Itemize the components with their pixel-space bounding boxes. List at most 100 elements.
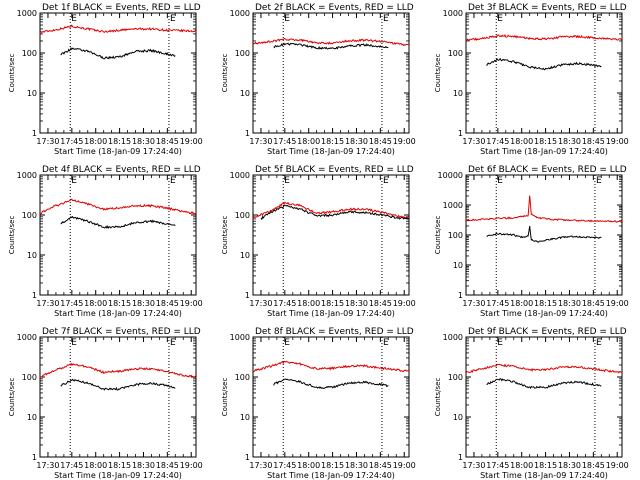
event-marker-label: E xyxy=(383,338,389,348)
chart-title: Det 8f BLACK = Events, RED = LLD xyxy=(255,327,414,337)
x-tick-label: 18:15 xyxy=(321,299,344,308)
x-tick-label: 18:30 xyxy=(132,461,155,470)
plot-frame xyxy=(39,174,197,296)
chart-title: Det 9f BLACK = Events, RED = LLD xyxy=(468,327,627,337)
events-series-line xyxy=(486,225,602,243)
y-axis-label: Counts/sec xyxy=(221,54,229,93)
x-tick-label: 18:15 xyxy=(321,137,344,146)
y-tick-label: 1 xyxy=(32,453,37,462)
chart-panel: Det 1f BLACK = Events, RED = LLD 1 10 100 10… xyxy=(8,3,203,156)
event-marker-label: E xyxy=(71,14,77,24)
x-tick-label: 18:30 xyxy=(345,299,368,308)
x-tick-label: 18:30 xyxy=(345,137,368,146)
x-tick-label: 17:45 xyxy=(273,137,296,146)
y-tick-label: 10 xyxy=(27,251,37,260)
y-axis-label: Counts/sec xyxy=(8,54,16,93)
y-tick-label: 100 xyxy=(22,211,37,220)
x-tick-label: 19:00 xyxy=(393,299,416,308)
chart-panel: Det 6f BLACK = Events, RED = LLD 1 10 100 10… xyxy=(434,165,629,318)
x-tick-label: 18:45 xyxy=(156,137,179,146)
y-tick-label: 1000 xyxy=(230,171,250,180)
x-axis-label: Start Time (18-Jan-09 17:24:40) xyxy=(54,471,182,480)
x-tick-label: 18:00 xyxy=(84,137,107,146)
x-tick-label: 18:30 xyxy=(132,137,155,146)
chart-panel: Det 5f BLACK = Events, RED = LLD 1 10 100 10… xyxy=(221,165,416,318)
y-axis-label: Counts/sec xyxy=(8,378,16,417)
chart-title: Det 6f BLACK = Events, RED = LLD xyxy=(468,165,627,175)
event-marker-label: E xyxy=(284,176,290,186)
x-tick-label: 18:00 xyxy=(297,299,320,308)
x-tick-label: 18:15 xyxy=(534,461,557,470)
x-tick-label: 18:30 xyxy=(132,299,155,308)
chart-panel: Det 9f BLACK = Events, RED = LLD 1 10 100 10… xyxy=(434,327,629,480)
x-tick-label: 19:00 xyxy=(606,461,629,470)
x-tick-label: 17:45 xyxy=(486,299,509,308)
x-tick-label: 18:45 xyxy=(156,461,179,470)
x-axis-label: Start Time (18-Jan-09 17:24:40) xyxy=(267,147,395,156)
y-tick-label: 1 xyxy=(32,129,37,138)
y-tick-label: 1 xyxy=(245,129,250,138)
y-tick-label: 1000 xyxy=(443,9,463,18)
y-tick-label: 1 xyxy=(458,129,463,138)
plot-frame xyxy=(39,336,197,458)
lld-series-line xyxy=(252,37,410,47)
y-tick-label: 1 xyxy=(245,453,250,462)
y-tick-label: 10000 xyxy=(438,171,463,180)
y-tick-label: 10 xyxy=(240,89,250,98)
event-marker-label: E xyxy=(596,14,602,24)
lld-series-line xyxy=(465,195,623,224)
x-tick-label: 17:45 xyxy=(60,461,83,470)
x-tick-label: 17:45 xyxy=(486,137,509,146)
events-series-line xyxy=(60,215,176,229)
x-tick-label: 18:00 xyxy=(510,137,533,146)
chart-panel: Det 7f BLACK = Events, RED = LLD 1 10 100 10… xyxy=(8,327,203,480)
x-tick-label: 18:00 xyxy=(84,461,107,470)
event-marker-label: E xyxy=(497,338,503,348)
x-tick-label: 19:00 xyxy=(180,299,203,308)
x-tick-label: 17:45 xyxy=(486,461,509,470)
x-tick-label: 19:00 xyxy=(606,137,629,146)
events-series-line xyxy=(486,377,602,390)
y-tick-label: 1 xyxy=(458,291,463,300)
x-tick-label: 17:45 xyxy=(273,299,296,308)
y-tick-label: 1 xyxy=(458,453,463,462)
chart-title: Det 7f BLACK = Events, RED = LLD xyxy=(42,327,201,337)
event-marker-label: E xyxy=(497,14,503,24)
x-tick-label: 17:30 xyxy=(249,299,272,308)
x-tick-label: 18:45 xyxy=(582,137,605,146)
y-tick-label: 1000 xyxy=(443,333,463,342)
x-tick-label: 18:00 xyxy=(510,299,533,308)
x-tick-label: 17:30 xyxy=(249,137,272,146)
x-axis-label: Start Time (18-Jan-09 17:24:40) xyxy=(267,309,395,318)
event-marker-label: E xyxy=(596,176,602,186)
y-axis-label: Counts/sec xyxy=(434,378,442,417)
chart-panel: Det 3f BLACK = Events, RED = LLD 1 10 100 10… xyxy=(434,3,629,156)
plot-frame xyxy=(252,336,410,458)
x-tick-label: 17:45 xyxy=(273,461,296,470)
chart-panel: Det 8f BLACK = Events, RED = LLD 1 10 100 10… xyxy=(221,327,416,480)
chart-panel: Det 4f BLACK = Events, RED = LLD 1 10 100 10… xyxy=(8,165,203,318)
x-tick-label: 18:15 xyxy=(108,461,131,470)
y-axis-label: Counts/sec xyxy=(221,216,229,255)
chart-title: Det 2f BLACK = Events, RED = LLD xyxy=(255,3,414,13)
x-tick-label: 18:30 xyxy=(558,461,581,470)
x-tick-label: 18:45 xyxy=(369,137,392,146)
y-tick-label: 1000 xyxy=(443,201,463,210)
lld-series-line xyxy=(465,363,623,374)
y-axis-label: Counts/sec xyxy=(8,216,16,255)
events-series-line xyxy=(60,46,176,60)
y-tick-label: 100 xyxy=(448,373,463,382)
x-tick-label: 18:00 xyxy=(297,137,320,146)
x-tick-label: 18:45 xyxy=(156,299,179,308)
lld-series-line xyxy=(39,198,197,215)
x-tick-label: 18:15 xyxy=(108,137,131,146)
y-tick-label: 100 xyxy=(22,373,37,382)
x-tick-label: 17:30 xyxy=(36,461,59,470)
x-axis-label: Start Time (18-Jan-09 17:24:40) xyxy=(54,309,182,318)
x-tick-label: 18:00 xyxy=(297,461,320,470)
x-tick-label: 18:30 xyxy=(558,137,581,146)
event-marker-label: E xyxy=(284,14,290,24)
chart-title: Det 5f BLACK = Events, RED = LLD xyxy=(255,165,414,175)
x-tick-label: 19:00 xyxy=(393,137,416,146)
plot-frame xyxy=(39,12,197,134)
